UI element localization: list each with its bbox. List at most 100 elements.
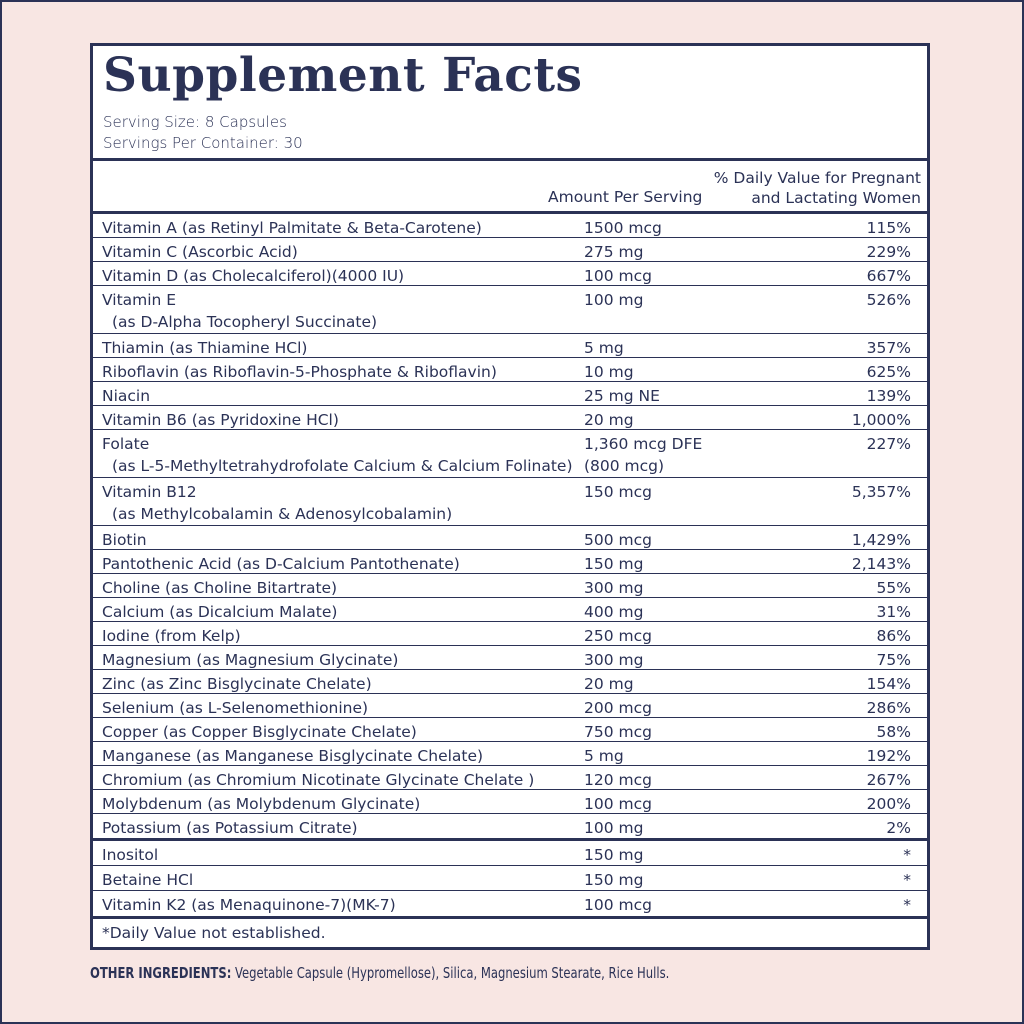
amount-text: 5 mg — [584, 339, 624, 357]
nutrient-name-text: Magnesium (as Magnesium Glycinate) — [102, 651, 399, 669]
daily-value: 267% — [866, 771, 911, 789]
servings-per-container: Servings Per Container: 30 — [103, 134, 303, 152]
table-row: Folate (as L-5-Methyltetrahydrofolate Cal… — [93, 430, 927, 478]
amount: 750 mcg — [584, 721, 652, 743]
nutrient-rows: Vitamin A (as Retinyl Palmitate & Beta-C… — [93, 214, 927, 838]
nutrient-name: Chromium (as Chromium Nicotinate Glycina… — [102, 769, 534, 791]
table-row: Zinc (as Zinc Bisglycinate Chelate) 20 mg… — [93, 670, 927, 694]
nutrient-name-text: Molybdenum (as Molybdenum Glycinate) — [102, 795, 421, 813]
amount-text: 200 mcg — [584, 699, 652, 717]
amount-text: 150 mg — [584, 871, 644, 889]
column-header-line: and Lactating Women — [751, 189, 921, 207]
amount-text: 150 mg — [584, 555, 644, 573]
daily-value: 5,357% — [851, 483, 911, 501]
daily-value: 1,000% — [851, 411, 911, 429]
amount: 400 mg — [584, 601, 643, 623]
nutrient-name: Vitamin A (as Retinyl Palmitate & Beta-C… — [102, 217, 482, 239]
table-row: Chromium (as Chromium Nicotinate Glycina… — [93, 766, 927, 790]
amount: 100 mg — [584, 817, 643, 839]
serving-size: Serving Size: 8 Capsules — [103, 113, 287, 131]
amount-text: 400 mg — [584, 603, 644, 621]
amount-text: 20 mg — [584, 675, 634, 693]
amount: 120 mcg — [584, 769, 652, 791]
nutrient-name: Vitamin E (as D-Alpha Tocopheryl Succinat… — [102, 289, 377, 333]
nutrient-name: Folate (as L-5-Methyltetrahydrofolate Cal… — [102, 433, 573, 477]
nutrient-name: Inositol — [102, 844, 158, 866]
daily-value: 357% — [866, 339, 911, 357]
amount: 5 mg — [584, 745, 624, 767]
nutrient-detail: (as L-5-Methyltetrahydrofolate Calcium &… — [112, 457, 573, 475]
nutrient-name-text: Niacin — [102, 387, 151, 405]
nutrient-name: Potassium (as Potassium Citrate) — [102, 817, 358, 839]
nutrient-name-text: Riboflavin (as Riboflavin-5-Phosphate & … — [102, 363, 497, 381]
amount: 100 mg — [584, 289, 643, 311]
table-row: Calcium (as Dicalcium Malate) 400 mg 31% — [93, 598, 927, 622]
amount: 1,360 mcg DFE (800 mcg) — [584, 433, 702, 477]
amount-text: 750 mcg — [584, 723, 652, 741]
column-header: Amount Per Serving — [548, 188, 703, 206]
amount: 300 mg — [584, 649, 643, 671]
nutrient-name: Iodine (from Kelp) — [102, 625, 241, 647]
table-row: Betaine HCl 150 mg * — [93, 866, 927, 891]
nutrient-name: Selenium (as L-Selenomethionine) — [102, 697, 368, 719]
nutrient-name-text: Pantothenic Acid (as D-Calcium Pantothen… — [102, 555, 460, 573]
nutrient-name-text: Vitamin C (Ascorbic Acid) — [102, 243, 298, 261]
nutrient-name: Zinc (as Zinc Bisglycinate Chelate) — [102, 673, 372, 695]
nutrient-name-text: Zinc (as Zinc Bisglycinate Chelate) — [102, 675, 372, 693]
amount-text: 1500 mcg — [584, 219, 662, 237]
amount-text: 250 mcg — [584, 627, 652, 645]
amount-text: 300 mg — [584, 651, 644, 669]
amount: 100 mcg — [584, 894, 652, 916]
daily-value: 229% — [866, 243, 911, 261]
amount-text: 120 mcg — [584, 771, 652, 789]
amount: 100 mcg — [584, 793, 652, 815]
nutrient-name: Vitamin B6 (as Pyridoxine HCl) — [102, 409, 339, 431]
table-row: Vitamin B12 (as Methylcobalamin & Adenosy… — [93, 478, 927, 526]
amount: 150 mcg — [584, 481, 652, 503]
nutrient-name: Choline (as Choline Bitartrate) — [102, 577, 337, 599]
table-row: Copper (as Copper Bisglycinate Chelate) 7… — [93, 718, 927, 742]
nutrient-name: Vitamin D (as Cholecalciferol)(4000 IU) — [102, 265, 404, 287]
divider — [93, 838, 927, 841]
nutrient-name: Riboflavin (as Riboflavin-5-Phosphate & … — [102, 361, 497, 383]
nutrient-name-text: Thiamin (as Thiamine HCl) — [102, 339, 308, 357]
nutrient-name-text: Vitamin A (as Retinyl Palmitate & Beta-C… — [102, 219, 482, 237]
amount: 250 mcg — [584, 625, 652, 647]
daily-value: 58% — [876, 723, 911, 741]
amount: 275 mg — [584, 241, 643, 263]
nutrient-name-text: Betaine HCl — [102, 871, 194, 889]
daily-value: 625% — [866, 363, 911, 381]
table-row: Vitamin A (as Retinyl Palmitate & Beta-C… — [93, 214, 927, 238]
amount: 500 mcg — [584, 529, 652, 551]
daily-value: 115% — [866, 219, 911, 237]
amount-text: 25 mg NE — [584, 387, 660, 405]
amount-text: 100 mg — [584, 819, 644, 837]
nutrient-name: Pantothenic Acid (as D-Calcium Pantothen… — [102, 553, 460, 575]
nutrient-name: Niacin — [102, 385, 150, 407]
table-row: Thiamin (as Thiamine HCl) 5 mg 357% — [93, 334, 927, 358]
table-row: Vitamin B6 (as Pyridoxine HCl) 20 mg 1,000… — [93, 406, 927, 430]
nutrient-name: Thiamin (as Thiamine HCl) — [102, 337, 307, 359]
amount-text: 20 mg — [584, 411, 634, 429]
daily-value: * — [903, 846, 911, 864]
amount-text: 150 mcg — [584, 483, 652, 501]
nutrient-name-text: Vitamin K2 (as Menaquinone-7)(MK-7) — [102, 896, 396, 914]
other-rows: Inositol 150 mg * Betaine HCl 150 mg * Vitamin… — [93, 841, 927, 916]
table-row: Manganese (as Manganese Bisglycinate Che… — [93, 742, 927, 766]
nutrient-name-text: Choline (as Choline Bitartrate) — [102, 579, 338, 597]
nutrient-name: Vitamin C (Ascorbic Acid) — [102, 241, 298, 263]
amount-text: 5 mg — [584, 747, 624, 765]
nutrient-name-text: Copper (as Copper Bisglycinate Chelate) — [102, 723, 417, 741]
nutrient-name-text: Potassium (as Potassium Citrate) — [102, 819, 358, 837]
table-row: Vitamin K2 (as Menaquinone-7)(MK-7) 100 m… — [93, 891, 927, 916]
amount-text: 100 mcg — [584, 267, 652, 285]
daily-value: 75% — [876, 651, 911, 669]
nutrient-name-text: Manganese (as Manganese Bisglycinate Che… — [102, 747, 484, 765]
table-row: Potassium (as Potassium Citrate) 100 mg 2% — [93, 814, 927, 838]
amount: 10 mg — [584, 361, 634, 383]
nutrient-name-text: Vitamin B6 (as Pyridoxine HCl) — [102, 411, 339, 429]
supplement-facts-panel: Supplement Facts Serving Size: 8 Capsule… — [90, 43, 930, 950]
daily-value: 2,143% — [851, 555, 911, 573]
nutrient-name: Betaine HCl — [102, 869, 193, 891]
